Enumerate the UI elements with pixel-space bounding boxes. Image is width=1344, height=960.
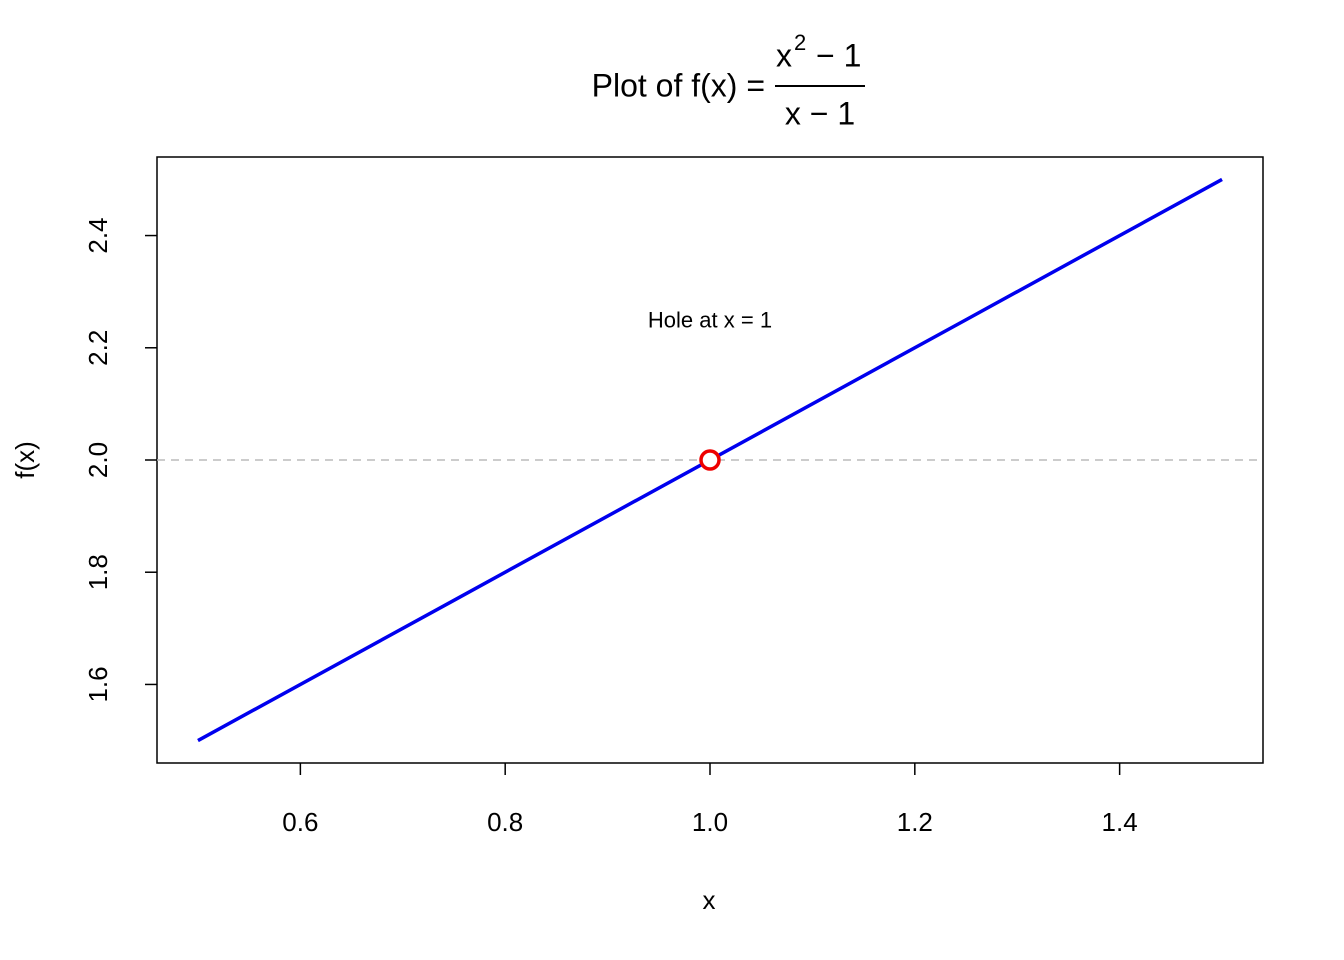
- annotation: Hole at x = 1: [648, 308, 772, 333]
- x-tick-label: 1.2: [897, 807, 933, 837]
- y-tick-label: 2.4: [83, 217, 113, 253]
- x-tick-label: 1.0: [692, 807, 728, 837]
- y-tick-label: 1.8: [83, 554, 113, 590]
- hole-point: [699, 449, 721, 471]
- x-tick-label: 0.8: [487, 807, 523, 837]
- x-axis-label: x: [703, 885, 716, 915]
- x-tick-label: 1.4: [1102, 807, 1138, 837]
- title-numerator: x: [776, 37, 792, 73]
- y-axis-label: f(x): [10, 441, 40, 479]
- chart-title: Plot of f(x) =: [592, 67, 765, 103]
- title-numerator: − 1: [816, 37, 861, 73]
- title-exponent: 2: [794, 30, 806, 55]
- y-tick-label: 2.0: [83, 442, 113, 478]
- title-denominator: x − 1: [785, 95, 855, 131]
- y-tick-label: 2.2: [83, 330, 113, 366]
- y-tick-label: 1.6: [83, 666, 113, 702]
- x-tick-label: 0.6: [282, 807, 318, 837]
